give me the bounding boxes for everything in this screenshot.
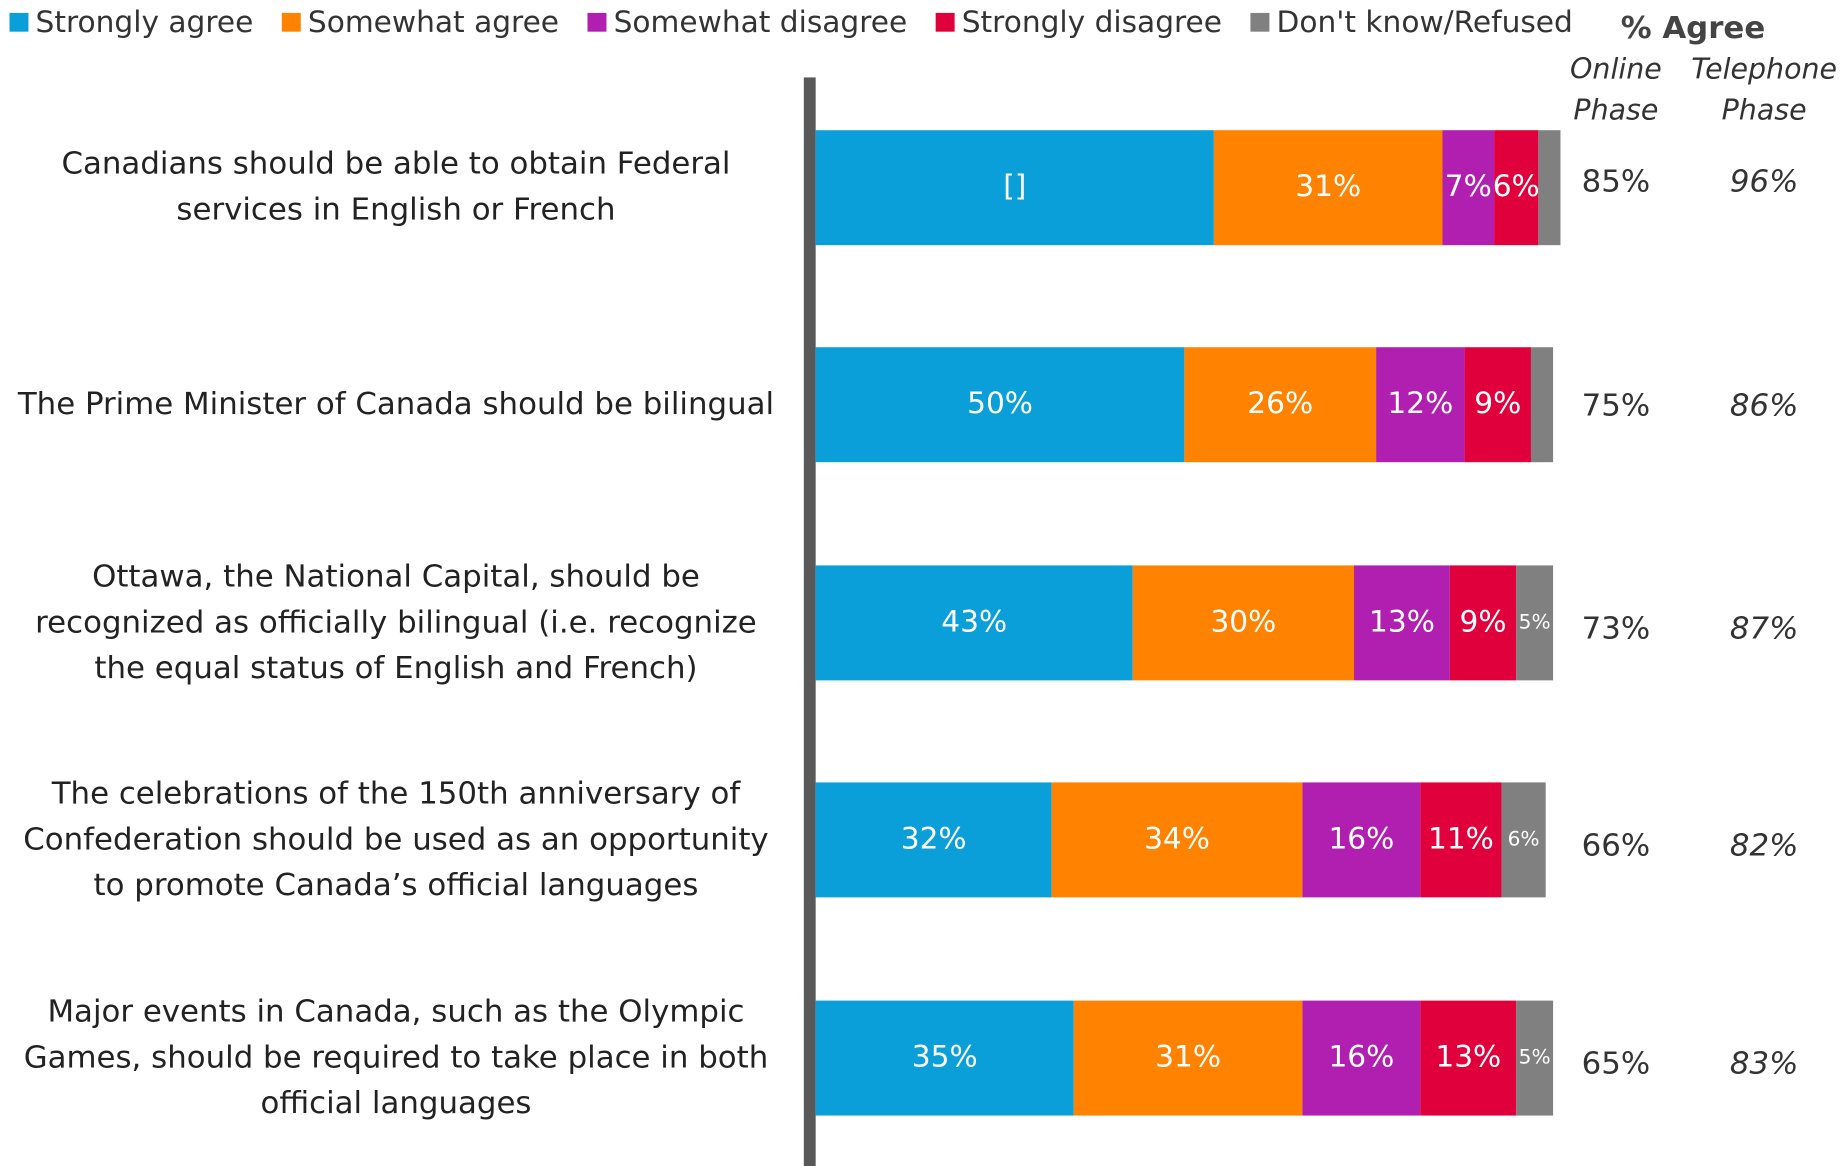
bar-segment	[1420, 1000, 1517, 1116]
value-label: 9%	[1474, 386, 1521, 420]
agree-value: 86%	[1730, 389, 1799, 424]
bar-segment	[1376, 347, 1465, 463]
legend-swatch	[587, 12, 607, 32]
bar-segment	[815, 130, 1214, 246]
column-header-box: Online Phase	[1570, 52, 1662, 127]
bar-segment	[1213, 130, 1443, 246]
bar-segment	[1302, 782, 1421, 898]
bar-segment	[1516, 1000, 1554, 1116]
category-label: Ottawa, the National Capital, should be …	[35, 558, 757, 686]
bar-segment	[1538, 130, 1561, 246]
bar-segment	[1073, 1000, 1303, 1116]
legend-swatch	[935, 12, 955, 32]
bar-segment	[1353, 565, 1450, 681]
legend-swatch	[281, 12, 301, 32]
bar-segment	[1501, 782, 1546, 898]
value-label: 7%	[1445, 169, 1492, 203]
bar-segment	[1442, 130, 1495, 246]
column-header-box: Telephone Phase	[1691, 52, 1838, 127]
agree-value: 85%	[1582, 165, 1651, 200]
value-label: 11%	[1428, 821, 1494, 855]
bar-segment	[1184, 347, 1377, 463]
value-label: 31%	[1155, 1040, 1221, 1074]
value-label: 13%	[1435, 1040, 1501, 1074]
category-label-box: Ottawa, the National Capital, should be …	[35, 558, 757, 686]
column-header: Telephone Phase	[1691, 52, 1838, 127]
category-label: The Prime Minister of Canada should be b…	[17, 386, 775, 422]
value-label: 12%	[1387, 386, 1453, 420]
bar-segment	[1051, 782, 1303, 898]
value-label: 43%	[941, 604, 1007, 638]
value-label: 16%	[1328, 1040, 1394, 1074]
value-label: 6%	[1493, 169, 1540, 203]
category-label-box: The celebrations of the 150th anniversar…	[23, 775, 769, 903]
category-label: Major events in Canada, such as the Olym…	[23, 994, 769, 1121]
value-label: 26%	[1247, 386, 1313, 420]
agree-value: 83%	[1730, 1047, 1799, 1082]
agree-value: 75%	[1582, 389, 1651, 424]
value-label: 32%	[901, 821, 967, 855]
bar-segment	[1449, 565, 1517, 681]
bar-segment	[1464, 347, 1531, 463]
axis-line	[803, 77, 816, 1166]
value-label: 13%	[1369, 604, 1435, 638]
bar-segment	[1302, 1000, 1421, 1116]
agree-value: 66%	[1582, 829, 1651, 864]
category-label: The celebrations of the 150th anniversar…	[23, 775, 769, 903]
legend-swatch	[1250, 12, 1270, 32]
legend-label: Somewhat disagree	[614, 5, 908, 39]
legend-label: Don't know/Refused	[1277, 5, 1573, 39]
legend-label: Somewhat agree	[308, 5, 559, 39]
value-label: 9%	[1460, 604, 1507, 638]
value-label: 16%	[1328, 821, 1394, 855]
legend-label: Strongly agree	[36, 5, 254, 39]
value-label: 30%	[1210, 604, 1276, 638]
bar-segment	[815, 1000, 1074, 1116]
bar-segment	[1420, 782, 1502, 898]
value-label: 34%	[1144, 821, 1210, 855]
value-label: []	[1003, 169, 1026, 203]
legend-swatch	[9, 12, 29, 32]
value-label: 35%	[912, 1040, 978, 1074]
value-label: 5%	[1519, 1045, 1551, 1069]
agree-value: 73%	[1582, 612, 1651, 647]
category-label-box: The Prime Minister of Canada should be b…	[17, 386, 775, 422]
bar-segment	[1132, 565, 1354, 681]
agree-title: % Agree	[1621, 11, 1766, 46]
bar-segment	[1494, 130, 1539, 246]
bar-segment	[1516, 565, 1554, 681]
value-label: 50%	[967, 386, 1033, 420]
column-header: Online Phase	[1570, 52, 1662, 127]
bar-segment	[1530, 347, 1554, 463]
category-label-box: Canadians should be able to obtain Feder…	[61, 146, 731, 228]
agree-value: 82%	[1730, 829, 1799, 864]
category-label: Canadians should be able to obtain Feder…	[61, 146, 731, 228]
agree-value: 65%	[1582, 1047, 1651, 1082]
bar-segment	[815, 347, 1185, 463]
agree-value: 87%	[1730, 612, 1799, 647]
value-label: 6%	[1508, 826, 1540, 850]
value-label: 5%	[1519, 609, 1551, 633]
category-label-box: Major events in Canada, such as the Olym…	[23, 994, 769, 1121]
value-label: 31%	[1295, 169, 1361, 203]
bar-segment	[815, 782, 1052, 898]
legend-label: Strongly disagree	[962, 5, 1222, 39]
agree-value: 96%	[1730, 165, 1799, 200]
bar-segment	[815, 565, 1133, 681]
